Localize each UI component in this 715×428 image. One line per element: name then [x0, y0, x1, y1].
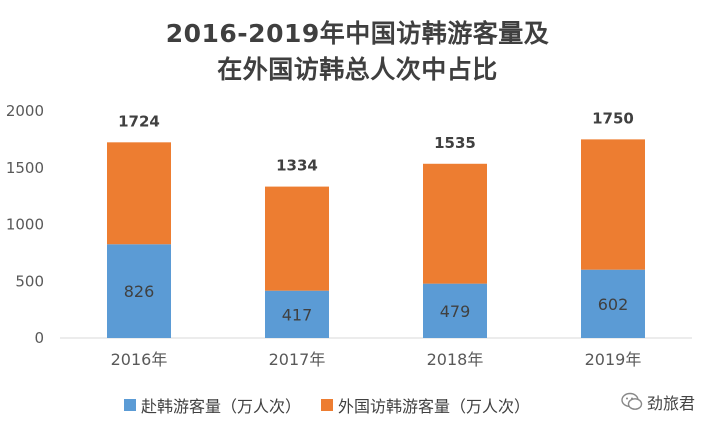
total-label: 1535	[434, 134, 476, 152]
total-label: 1334	[276, 157, 318, 175]
total-label: 1750	[592, 109, 634, 127]
bar-segment-foreign	[581, 139, 645, 270]
bar-segment-china	[107, 244, 171, 338]
chart-title-line2: 在外国访韩总人次中占比	[217, 55, 498, 84]
data-label-china: 479	[440, 302, 471, 321]
x-tick-label: 2017年	[269, 350, 326, 369]
legend-label-series-2: 外国访韩游客量（万人次）	[338, 397, 531, 416]
x-tick-label: 2016年	[111, 350, 168, 369]
bar-segment-foreign	[265, 186, 329, 291]
watermark: 劲旅君	[621, 390, 695, 414]
x-tick-label: 2019年	[585, 350, 642, 369]
bar-segment-china	[423, 283, 487, 338]
bar-segment-china	[265, 290, 329, 338]
y-tick-label: 500	[15, 272, 44, 290]
data-label-china: 602	[598, 295, 629, 314]
data-label-china: 826	[124, 282, 155, 301]
legend-item-series-2: 外国访韩游客量（万人次）	[321, 393, 530, 417]
data-label-china: 417	[282, 305, 313, 324]
legend-item-series-1: 赴韩游客量（万人次）	[124, 393, 301, 417]
y-tick-label: 1000	[6, 216, 44, 234]
bar-segment-foreign	[107, 142, 171, 245]
chart-legend: 赴韩游客量（万人次） 外国访韩游客量（万人次）	[124, 393, 550, 417]
legend-swatch-blue	[124, 399, 136, 411]
total-label: 1724	[118, 112, 160, 130]
bar-segment-china	[581, 269, 645, 338]
y-tick-label: 1500	[6, 159, 44, 177]
x-tick-label: 2018年	[427, 350, 484, 369]
bar-segment-foreign	[423, 163, 487, 284]
watermark-label: 劲旅君	[646, 394, 695, 413]
legend-label-series-1: 赴韩游客量（万人次）	[141, 397, 302, 416]
legend-swatch-orange	[321, 399, 334, 411]
y-tick-label: 2000	[6, 102, 44, 120]
wechat-icon	[621, 392, 643, 410]
y-tick-label: 0	[34, 329, 44, 347]
chart-title-line1: 2016-2019年中国访韩游客量及	[165, 19, 550, 48]
